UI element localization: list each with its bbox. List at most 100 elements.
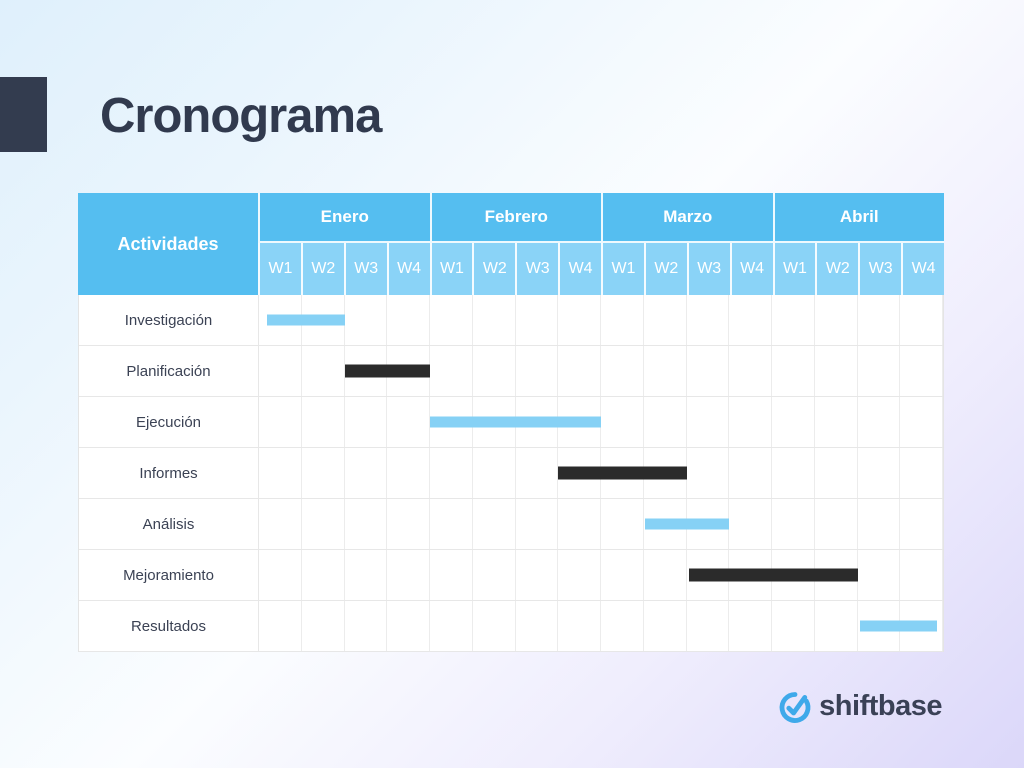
grid-cell	[345, 601, 388, 651]
table-row: Investigación	[79, 295, 943, 346]
grid-cell	[387, 448, 430, 498]
activity-label: Informes	[79, 448, 259, 498]
week-header-cell: W2	[300, 243, 344, 295]
table-row: Análisis	[79, 499, 943, 550]
grid-cell	[815, 346, 858, 396]
grid-cell	[687, 397, 730, 447]
grid-cell	[729, 346, 772, 396]
grid-cell	[558, 601, 601, 651]
grid-cell	[387, 601, 430, 651]
week-header-cell: W3	[343, 243, 387, 295]
grid-cell	[858, 397, 901, 447]
week-header-cell: W3	[858, 243, 902, 295]
grid-cell	[900, 448, 943, 498]
grid-cell	[473, 346, 516, 396]
grid-cell	[644, 550, 687, 600]
grid-cell	[345, 448, 388, 498]
check-circle-icon	[777, 688, 813, 725]
week-header-cell: W3	[515, 243, 559, 295]
grid-cell	[259, 499, 302, 549]
grid-cell	[345, 550, 388, 600]
grid-cell	[516, 295, 559, 345]
grid-cell	[858, 550, 901, 600]
grid-cell	[558, 295, 601, 345]
week-header-cell: W2	[472, 243, 516, 295]
grid-cell	[430, 601, 473, 651]
gantt-bar	[558, 466, 687, 480]
table-row: Planificación	[79, 346, 943, 397]
grid-cell	[858, 346, 901, 396]
grid-cell	[644, 397, 687, 447]
grid-cell	[473, 601, 516, 651]
grid-cell	[345, 499, 388, 549]
week-header-cell: W4	[386, 243, 430, 295]
grid-cell	[729, 295, 772, 345]
week-header-cell: W2	[643, 243, 687, 295]
table-row: Ejecución	[79, 397, 943, 448]
grid-cell	[601, 295, 644, 345]
grid-cell	[815, 397, 858, 447]
month-header: Febrero	[429, 193, 601, 243]
gantt-table-header: Actividades Enero W1 W2 W3 W4 Febrero W1 W2 W3 W4…	[78, 193, 944, 295]
week-header-cell: W3	[686, 243, 730, 295]
grid-cell	[858, 448, 901, 498]
grid-cell	[302, 448, 345, 498]
grid-cell	[387, 550, 430, 600]
grid-cell	[601, 550, 644, 600]
week-header-cell: W4	[901, 243, 944, 295]
activity-label: Resultados	[79, 601, 259, 651]
grid-cell	[729, 397, 772, 447]
grid-cell	[345, 295, 388, 345]
grid-cell	[516, 346, 559, 396]
grid-cell	[772, 295, 815, 345]
gantt-table-body: Investigación Planificación Ejecución Infor…	[78, 295, 944, 652]
grid-cell	[259, 601, 302, 651]
grid-cell	[687, 601, 730, 651]
grid-cell	[900, 346, 943, 396]
week-cells	[259, 601, 943, 651]
grid-cell	[259, 346, 302, 396]
grid-cell	[858, 499, 901, 549]
grid-cell	[601, 397, 644, 447]
gantt-bar	[859, 620, 937, 632]
activity-label: Ejecución	[79, 397, 259, 447]
grid-cell	[815, 295, 858, 345]
grid-cell	[815, 448, 858, 498]
grid-cell	[644, 601, 687, 651]
week-header-cell: W4	[729, 243, 773, 295]
grid-cell	[302, 499, 345, 549]
grid-cell	[516, 499, 559, 549]
grid-cell	[644, 295, 687, 345]
grid-cell	[900, 550, 943, 600]
grid-cell	[772, 499, 815, 549]
grid-cell	[687, 346, 730, 396]
gantt-bar	[267, 314, 345, 326]
week-cells	[259, 448, 943, 498]
week-header-cell: W1	[429, 243, 473, 295]
accent-square	[0, 77, 47, 152]
week-cells	[259, 550, 943, 600]
month-header: Marzo	[601, 193, 773, 243]
grid-cell	[302, 550, 345, 600]
week-cells	[259, 346, 943, 396]
activity-label: Mejoramiento	[79, 550, 259, 600]
grid-cell	[430, 550, 473, 600]
grid-cell	[430, 295, 473, 345]
gantt-bar	[644, 518, 730, 530]
grid-cell	[430, 448, 473, 498]
grid-cell	[387, 397, 430, 447]
grid-cell	[473, 448, 516, 498]
activity-label: Análisis	[79, 499, 259, 549]
gantt-bar	[344, 364, 430, 378]
table-row: Mejoramiento	[79, 550, 943, 601]
brand-name: shiftbase	[819, 689, 942, 722]
grid-cell	[900, 397, 943, 447]
gantt-bar	[688, 568, 858, 582]
gantt-bar	[430, 416, 601, 428]
grid-cell	[729, 601, 772, 651]
grid-cell	[516, 601, 559, 651]
grid-cell	[430, 499, 473, 549]
grid-cell	[687, 295, 730, 345]
grid-cell	[815, 499, 858, 549]
table-row: Resultados	[79, 601, 943, 652]
